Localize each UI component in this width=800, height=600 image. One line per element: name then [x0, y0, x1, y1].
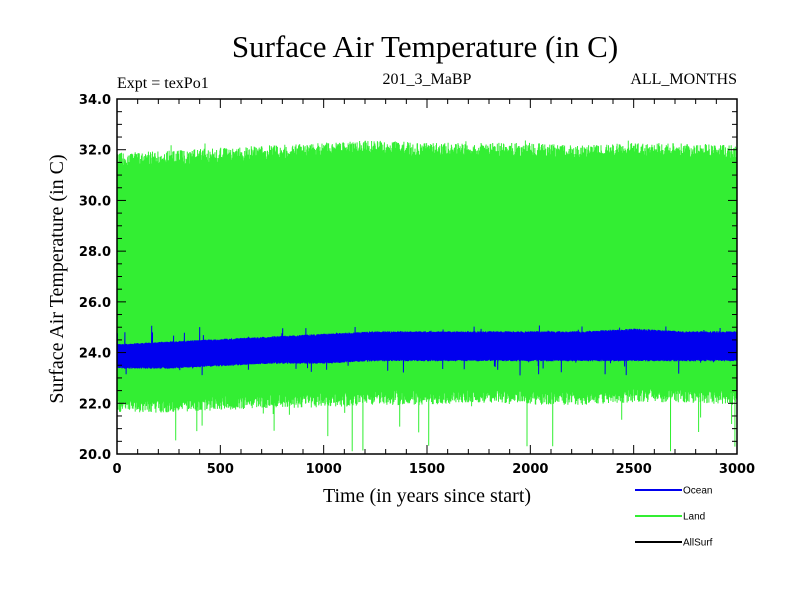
y-tick-label: 30.0 [79, 194, 111, 209]
series-line-land [116, 140, 738, 452]
experiment-label: Expt = texPo1 [117, 75, 209, 92]
x-tick-label: 3000 [719, 462, 755, 477]
plot-area [116, 140, 738, 452]
chart-title: Surface Air Temperature (in C) [232, 29, 618, 64]
legend-label-ocean: Ocean [683, 486, 712, 497]
y-axis-label: Surface Air Temperature (in C) [46, 154, 68, 403]
y-tick-label: 22.0 [79, 397, 111, 412]
y-tick-label: 28.0 [79, 245, 111, 260]
months-label: ALL_MONTHS [630, 71, 737, 88]
axes: 0 500 1000 1500 2000 2500 3000 20.0 22.0 24.0 26.0… [79, 93, 755, 477]
y-tick-label: 34.0 [79, 93, 111, 108]
x-tick-label: 1500 [409, 462, 445, 477]
y-tick-label: 26.0 [79, 296, 111, 311]
period-label: 201_3_MaBP [383, 71, 472, 88]
y-tick-label: 20.0 [79, 448, 111, 463]
x-axis-label: Time (in years since start) [323, 485, 531, 507]
x-tick-label: 2000 [512, 462, 548, 477]
y-tick-label: 32.0 [79, 144, 111, 159]
x-tick-label: 500 [207, 462, 234, 477]
legend-label-allsurf: AllSurf [683, 538, 713, 549]
y-tick-label: 24.0 [79, 347, 111, 362]
x-tick-label: 1000 [306, 462, 342, 477]
x-tick-label: 0 [112, 462, 121, 477]
legend-label-land: Land [683, 512, 705, 523]
legend: Ocean Land AllSurf [635, 486, 713, 549]
series-line-ocean [116, 325, 738, 376]
x-tick-label: 2500 [616, 462, 652, 477]
